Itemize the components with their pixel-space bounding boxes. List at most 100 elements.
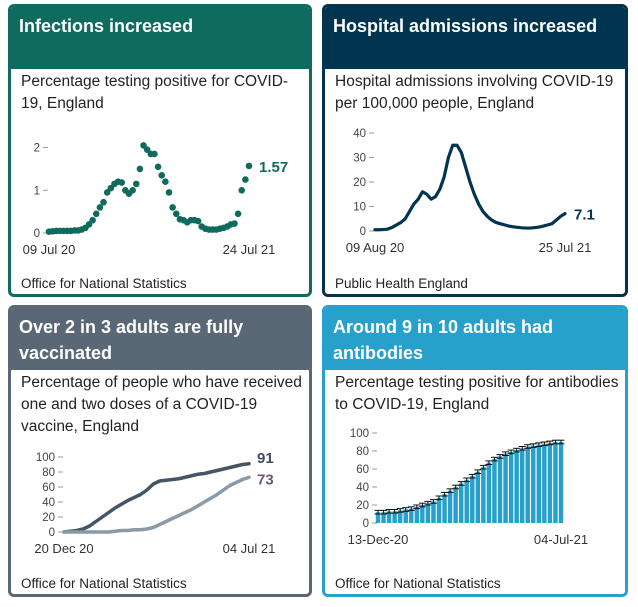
data-point <box>194 217 202 225</box>
y-tick-label: 100 <box>350 428 369 440</box>
end-value-label: 1.57 <box>259 159 288 176</box>
bar <box>425 503 431 523</box>
bar <box>547 442 553 523</box>
data-point <box>151 150 158 158</box>
bar <box>492 459 497 523</box>
bar <box>397 510 403 523</box>
bar <box>503 453 508 523</box>
y-tick-label: 0 <box>49 527 55 539</box>
bar <box>442 494 447 523</box>
y-tick-label: 60 <box>356 464 369 476</box>
y-tick-label: 100 <box>36 452 55 464</box>
x-end-label: 04 Jul 21 <box>223 541 276 556</box>
data-point <box>234 210 242 218</box>
bar <box>536 444 542 523</box>
bar <box>481 467 486 523</box>
y-tick-label: 40 <box>356 482 369 494</box>
x-start-label: 09 Jul 20 <box>23 242 76 257</box>
bar <box>525 446 530 523</box>
card-source: Office for National Statistics <box>335 576 501 591</box>
vaccination-chart: 0 20 40 60 80 100 20 Dec 20 04 Jul 21 91 73 <box>34 450 276 556</box>
x-start-label: 13-Dec-20 <box>348 532 409 547</box>
data-point <box>238 186 246 194</box>
series-line <box>373 143 567 232</box>
bar <box>409 508 414 523</box>
bar <box>458 483 464 523</box>
bar <box>392 511 397 523</box>
bar <box>475 471 481 523</box>
bar <box>531 445 536 523</box>
end-value-label: 73 <box>257 471 274 488</box>
card-source: Office for National Statistics <box>21 576 187 591</box>
card-antibodies: Around 9 in 10 adults had antibodies Per… <box>322 305 628 597</box>
y-tick-label: 0 <box>363 518 369 530</box>
end-value-label: 7.1 <box>574 207 595 224</box>
bar <box>519 448 525 523</box>
bar <box>375 512 381 523</box>
hospital-chart: 0 10 20 30 40 09 Aug 20 25 Jul 21 7.1 <box>346 128 595 255</box>
bar <box>470 476 475 523</box>
x-start-label: 09 Aug 20 <box>346 240 405 255</box>
data-point <box>162 178 169 186</box>
end-value-label: 91 <box>257 450 274 467</box>
card-vaccination: Over 2 in 3 adults are fully vaccinated … <box>8 305 312 597</box>
bar <box>464 479 469 523</box>
data-point <box>96 204 104 211</box>
bar <box>414 506 420 523</box>
x-end-label: 04-Jul-21 <box>534 532 588 547</box>
y-tick-label: 20 <box>353 177 366 189</box>
card-subtitle: Percentage testing positive for antibodi… <box>335 374 619 413</box>
data-point <box>118 179 126 186</box>
card-title: Hospital admissions increased <box>325 7 625 69</box>
card-title: Around 9 in 10 adults had antibodies <box>325 308 625 370</box>
card-subtitle: Percentage testing positive for COVID-19… <box>21 73 289 112</box>
y-tick-label: 80 <box>42 467 55 479</box>
bar <box>403 509 408 523</box>
bar <box>558 442 564 523</box>
data-point <box>169 204 176 211</box>
y-tick-label: 10 <box>353 202 366 214</box>
bar <box>553 442 558 523</box>
y-tick-label: 20 <box>356 500 369 512</box>
bar <box>542 443 547 523</box>
bar <box>420 505 425 523</box>
data-point <box>89 216 96 224</box>
bar <box>514 450 519 523</box>
y-tick-label: 80 <box>356 446 369 458</box>
data-point <box>165 189 173 196</box>
y-tick-label: 40 <box>353 128 366 140</box>
data-point <box>172 210 180 218</box>
card-subtitle: Hospital admissions involving COVID-19 p… <box>335 73 614 112</box>
y-tick-label: 0 <box>34 228 40 240</box>
x-end-label: 25 Jul 21 <box>539 240 592 255</box>
bar <box>453 487 458 523</box>
card-hospital-admissions: Hospital admissions increased Hospital a… <box>322 4 628 297</box>
bar <box>497 456 503 523</box>
bar <box>431 501 436 523</box>
card-title: Over 2 in 3 adults are fully vaccinated <box>11 308 309 370</box>
bar <box>486 462 492 523</box>
antibodies-chart: 0 20 40 60 80 100 13-Dec-20 04-Jul-21 <box>348 428 588 547</box>
data-point <box>154 163 162 171</box>
bar <box>508 451 514 523</box>
y-tick-label: 40 <box>42 497 55 509</box>
y-tick-label: 2 <box>34 143 40 155</box>
x-end-label: 24 Jul 21 <box>223 242 276 257</box>
y-tick-label: 0 <box>360 226 366 238</box>
x-start-label: 20 Dec 20 <box>34 541 93 556</box>
y-tick-label: 30 <box>353 153 366 165</box>
bar <box>436 497 442 523</box>
series-line <box>62 475 251 534</box>
card-source: Public Health England <box>335 276 468 291</box>
y-tick-label: 1 <box>34 185 40 197</box>
data-point <box>136 165 144 173</box>
data-point <box>129 186 136 194</box>
bar <box>447 490 453 523</box>
bar <box>381 512 386 523</box>
y-tick-label: 60 <box>42 482 55 494</box>
data-point <box>242 176 249 183</box>
card-subtitle: Percentage of people who have received o… <box>21 374 302 435</box>
data-point <box>132 180 140 188</box>
y-tick-label: 20 <box>42 512 55 524</box>
bar <box>386 511 392 523</box>
